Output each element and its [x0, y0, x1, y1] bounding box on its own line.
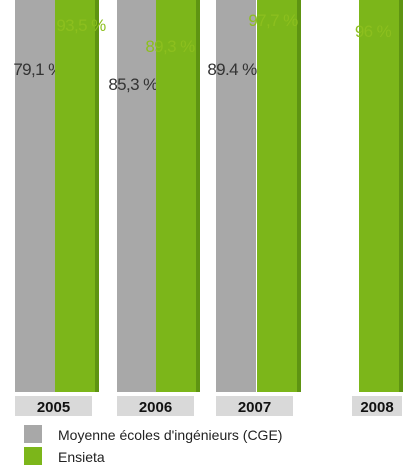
- data-label-ensieta-2008: 96 %: [355, 22, 392, 41]
- category-label-2006: 2006: [139, 399, 172, 416]
- category-label-2007: 2007: [238, 399, 271, 416]
- data-label-cge-2006: 85,3 %: [108, 75, 158, 94]
- bar-ensieta-side-2007: [297, 0, 301, 392]
- bar-ensieta-2006: [156, 0, 196, 393]
- data-label-ensieta-2006: 89,3 %: [145, 37, 195, 56]
- year-band-2007: [216, 396, 293, 416]
- data-label-ensieta-2007: 97,7 %: [248, 11, 298, 30]
- legend-label-ensieta: Ensieta: [58, 449, 105, 465]
- bar-cge-2006: [117, 0, 157, 392]
- bar-ensieta-2008: [359, 0, 399, 392]
- legend-swatch-cge: [24, 425, 42, 443]
- bar-ensieta-side-2008: [399, 0, 403, 392]
- bar-ensieta-2007: [257, 0, 297, 392]
- legend-swatch-ensieta: [24, 447, 42, 465]
- data-label-cge-2005: 79,1 %: [13, 60, 63, 79]
- data-label-ensieta-2005: 93,5 %: [56, 16, 106, 35]
- year-band-2008: [352, 396, 402, 416]
- year-band-2006: [117, 396, 194, 416]
- bar-ensieta-side-2005: [95, 0, 99, 392]
- category-label-2005: 2005: [37, 399, 70, 416]
- legend-label-cge: Moyenne écoles d'ingénieurs (CGE): [58, 427, 282, 443]
- data-label-cge-2007: 89.4 %: [207, 60, 257, 79]
- bar-cge-2005: [15, 0, 55, 393]
- bar-ensieta-2005: [55, 0, 95, 392]
- year-band-2005: [15, 396, 92, 416]
- bar-ensieta-side-2006: [196, 0, 200, 393]
- bar-cge-2007: [216, 0, 256, 392]
- category-label-2008: 2008: [360, 399, 393, 416]
